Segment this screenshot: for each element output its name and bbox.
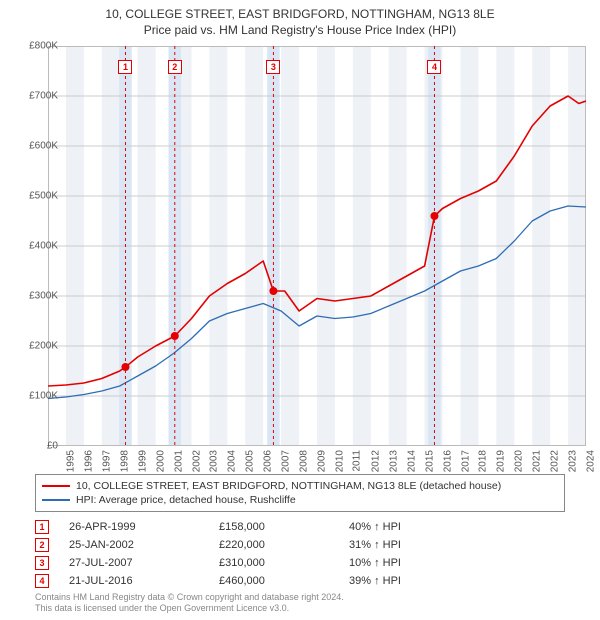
chart — [48, 46, 586, 446]
x-tick-label: 2018 — [478, 450, 489, 472]
y-tick-label: £500K — [10, 191, 58, 202]
sales-row-date: 25-JAN-2002 — [69, 539, 219, 551]
footer: Contains HM Land Registry data © Crown c… — [35, 592, 565, 615]
x-tick-label: 2014 — [406, 450, 417, 472]
legend: 10, COLLEGE STREET, EAST BRIDGFORD, NOTT… — [35, 474, 565, 512]
title-line-1: 10, COLLEGE STREET, EAST BRIDGFORD, NOTT… — [0, 6, 600, 22]
x-tick-label: 2016 — [442, 450, 453, 472]
chart-title: 10, COLLEGE STREET, EAST BRIDGFORD, NOTT… — [0, 0, 600, 38]
sale-marker-box: 4 — [427, 60, 441, 74]
x-tick-label: 2023 — [567, 450, 578, 472]
x-tick-label: 2009 — [316, 450, 327, 472]
sales-row-date: 21-JUL-2016 — [69, 575, 219, 587]
sales-row-pct: 39% ↑ HPI — [349, 575, 565, 587]
sale-marker-box: 2 — [168, 60, 182, 74]
sales-row-price: £220,000 — [219, 539, 349, 551]
x-tick-label: 2013 — [388, 450, 399, 472]
legend-label-property: 10, COLLEGE STREET, EAST BRIDGFORD, NOTT… — [76, 480, 501, 492]
legend-item-hpi: HPI: Average price, detached house, Rush… — [42, 493, 558, 507]
sales-row-marker: 4 — [35, 574, 49, 588]
sales-row-marker: 1 — [35, 520, 49, 534]
x-tick-label: 1998 — [119, 450, 130, 472]
chart-svg — [48, 46, 586, 446]
legend-line-property — [42, 485, 70, 487]
y-tick-label: £800K — [10, 41, 58, 52]
x-tick-label: 2022 — [549, 450, 560, 472]
x-tick-label: 2010 — [334, 450, 345, 472]
x-tick-label: 1996 — [83, 450, 94, 472]
footer-line-1: Contains HM Land Registry data © Crown c… — [35, 592, 565, 603]
title-line-2: Price paid vs. HM Land Registry's House … — [0, 22, 600, 38]
x-tick-label: 2001 — [173, 450, 184, 472]
sales-row-pct: 40% ↑ HPI — [349, 521, 565, 533]
sales-row-date: 26-APR-1999 — [69, 521, 219, 533]
x-tick-label: 1997 — [101, 450, 112, 472]
x-tick-label: 2008 — [298, 450, 309, 472]
x-tick-label: 2004 — [227, 450, 238, 472]
sales-row: 2 25-JAN-2002£220,00031% ↑ HPI — [35, 536, 565, 554]
legend-label-hpi: HPI: Average price, detached house, Rush… — [76, 494, 296, 506]
legend-item-property: 10, COLLEGE STREET, EAST BRIDGFORD, NOTT… — [42, 479, 558, 493]
y-tick-label: £400K — [10, 241, 58, 252]
x-tick-label: 2000 — [155, 450, 166, 472]
sales-row-pct: 10% ↑ HPI — [349, 557, 565, 569]
x-tick-label: 2012 — [370, 450, 381, 472]
x-tick-label: 2011 — [351, 450, 362, 472]
x-tick-label: 2020 — [514, 450, 525, 472]
x-tick-label: 2003 — [209, 450, 220, 472]
sale-marker-box: 3 — [266, 60, 280, 74]
x-tick-label: 1999 — [137, 450, 148, 472]
sales-row-price: £460,000 — [219, 575, 349, 587]
legend-line-hpi — [42, 499, 70, 501]
sale-marker-box: 1 — [118, 60, 132, 74]
x-tick-label: 2006 — [263, 450, 274, 472]
sales-row-pct: 31% ↑ HPI — [349, 539, 565, 551]
sales-table: 1 26-APR-1999£158,00040% ↑ HPI 2 25-JAN-200… — [35, 518, 565, 590]
x-tick-label: 1995 — [65, 450, 76, 472]
sales-row-date: 27-JUL-2007 — [69, 557, 219, 569]
footer-line-2: This data is licensed under the Open Gov… — [35, 603, 565, 614]
x-tick-label: 2019 — [496, 450, 507, 472]
x-tick-label: 2005 — [245, 450, 256, 472]
x-tick-label: 2017 — [460, 450, 471, 472]
sales-row-marker: 2 — [35, 538, 49, 552]
x-tick-label: 2021 — [532, 450, 543, 472]
y-tick-label: £100K — [10, 391, 58, 402]
x-tick-label: 2002 — [191, 450, 202, 472]
x-tick-label: 2015 — [424, 450, 435, 472]
sales-row-marker: 3 — [35, 556, 49, 570]
y-tick-label: £0 — [10, 441, 58, 452]
sales-row: 1 26-APR-1999£158,00040% ↑ HPI — [35, 518, 565, 536]
x-tick-label: 2024 — [585, 450, 596, 472]
sales-row-price: £310,000 — [219, 557, 349, 569]
sales-row-price: £158,000 — [219, 521, 349, 533]
y-tick-label: £600K — [10, 141, 58, 152]
sales-row: 4 21-JUL-2016£460,00039% ↑ HPI — [35, 572, 565, 590]
y-tick-label: £200K — [10, 341, 58, 352]
sales-row: 3 27-JUL-2007£310,00010% ↑ HPI — [35, 554, 565, 572]
y-tick-label: £300K — [10, 291, 58, 302]
y-tick-label: £700K — [10, 91, 58, 102]
x-tick-label: 2007 — [280, 450, 291, 472]
